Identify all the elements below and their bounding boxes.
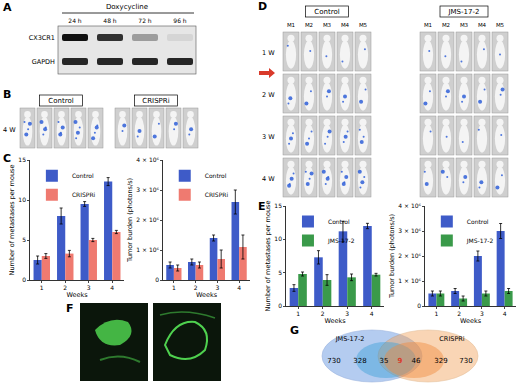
svg-text:Tumor burden (photons/s): Tumor burden (photons/s) [388, 214, 396, 299]
svg-text:Control: Control [72, 172, 94, 179]
svg-text:1: 1 [172, 284, 176, 291]
svg-text:C: C [3, 152, 11, 165]
svg-text:3: 3 [345, 310, 349, 317]
svg-text:1 × 10⁶: 1 × 10⁶ [136, 246, 159, 253]
svg-text:329: 329 [434, 357, 447, 365]
svg-text:3 × 10⁶: 3 × 10⁶ [398, 227, 421, 234]
svg-text:730: 730 [327, 357, 340, 365]
svg-text:3: 3 [215, 284, 219, 291]
svg-text:B: B [3, 88, 11, 101]
svg-text:730: 730 [459, 357, 472, 365]
svg-text:M4: M4 [341, 22, 350, 28]
svg-text:0: 0 [417, 302, 421, 309]
svg-text:1: 1 [296, 310, 300, 317]
svg-text:Doxycycline: Doxycycline [106, 3, 148, 11]
svg-text:2: 2 [194, 284, 198, 291]
svg-text:M5: M5 [496, 22, 505, 28]
svg-text:3: 3 [480, 310, 484, 317]
svg-text:46: 46 [412, 357, 421, 365]
svg-text:2 × 10⁶: 2 × 10⁶ [136, 216, 159, 223]
svg-text:Number of metastases per mouse: Number of metastases per mouse [264, 201, 272, 312]
svg-text:4: 4 [503, 310, 507, 317]
svg-text:M5: M5 [359, 22, 368, 28]
svg-text:Weeks: Weeks [196, 291, 218, 299]
svg-text:3 W: 3 W [262, 133, 275, 141]
svg-text:Weeks: Weeks [324, 317, 346, 325]
svg-text:Control: Control [48, 97, 73, 105]
svg-text:M1: M1 [287, 22, 295, 28]
svg-text:Weeks: Weeks [460, 317, 482, 325]
svg-text:5: 5 [22, 236, 26, 243]
svg-text:CX3CR1: CX3CR1 [29, 34, 55, 42]
svg-text:GAPDH: GAPDH [32, 58, 55, 66]
svg-text:24 h: 24 h [68, 17, 82, 24]
svg-text:3: 3 [87, 284, 91, 291]
svg-text:4 W: 4 W [3, 126, 16, 134]
svg-text:A: A [3, 1, 12, 14]
svg-text:D: D [258, 0, 267, 13]
svg-text:10: 10 [18, 196, 26, 203]
svg-text:35: 35 [380, 357, 389, 365]
svg-text:CRISPRi: CRISPRi [72, 191, 96, 198]
svg-text:Weeks: Weeks [66, 291, 88, 299]
svg-text:Control: Control [314, 8, 339, 16]
svg-text:2: 2 [63, 284, 67, 291]
svg-text:96 h: 96 h [173, 17, 187, 24]
svg-text:CRISPRi: CRISPRi [439, 335, 465, 343]
svg-text:Tumor burden (photons/s): Tumor burden (photons/s) [126, 178, 134, 263]
svg-text:Control: Control [205, 172, 227, 179]
svg-text:Control: Control [467, 218, 489, 225]
svg-text:10: 10 [274, 235, 282, 242]
svg-text:CRISPRi: CRISPRi [142, 97, 169, 105]
svg-text:2 × 10⁶: 2 × 10⁶ [398, 252, 421, 259]
svg-text:1: 1 [434, 310, 438, 317]
svg-text:2: 2 [321, 310, 325, 317]
svg-text:M3: M3 [460, 22, 469, 28]
svg-text:M2: M2 [442, 22, 450, 28]
svg-text:M2: M2 [305, 22, 313, 28]
svg-text:5: 5 [278, 269, 282, 276]
svg-text:M3: M3 [323, 22, 332, 28]
svg-text:2: 2 [457, 310, 461, 317]
svg-text:4 × 10⁶: 4 × 10⁶ [398, 202, 421, 209]
svg-text:1: 1 [40, 284, 44, 291]
svg-text:CRISPRi: CRISPRi [205, 191, 229, 198]
svg-text:0: 0 [22, 276, 26, 283]
svg-text:0: 0 [155, 276, 159, 283]
svg-text:F: F [66, 302, 74, 315]
svg-text:48 h: 48 h [103, 17, 117, 24]
svg-text:4: 4 [110, 284, 114, 291]
svg-text:328: 328 [353, 357, 366, 365]
svg-text:0: 0 [278, 302, 282, 309]
svg-text:JMS-17-2: JMS-17-2 [466, 237, 494, 245]
svg-text:4: 4 [237, 284, 241, 291]
svg-text:15: 15 [274, 202, 282, 209]
svg-text:JMS-17-2: JMS-17-2 [327, 237, 355, 245]
svg-text:M4: M4 [478, 22, 487, 28]
svg-text:3 × 10⁶: 3 × 10⁶ [136, 186, 159, 193]
svg-text:4: 4 [370, 310, 374, 317]
svg-text:4 × 10⁶: 4 × 10⁶ [136, 156, 159, 163]
svg-text:72 h: 72 h [138, 17, 152, 24]
svg-text:E: E [258, 200, 266, 213]
svg-text:1 × 10⁶: 1 × 10⁶ [398, 277, 421, 284]
svg-text:Number of metastases per mouse: Number of metastases per mouse [8, 165, 16, 276]
svg-text:4 W: 4 W [262, 175, 275, 183]
svg-text:Control: Control [328, 218, 350, 225]
svg-text:2 W: 2 W [262, 91, 275, 99]
svg-text:JMS-17-2: JMS-17-2 [335, 335, 365, 343]
svg-text:G: G [290, 324, 299, 337]
svg-text:M1: M1 [424, 22, 432, 28]
svg-text:15: 15 [18, 156, 26, 163]
svg-text:JMS-17-2: JMS-17-2 [448, 8, 480, 16]
svg-text:1 W: 1 W [262, 49, 275, 57]
svg-text:9: 9 [398, 357, 403, 365]
